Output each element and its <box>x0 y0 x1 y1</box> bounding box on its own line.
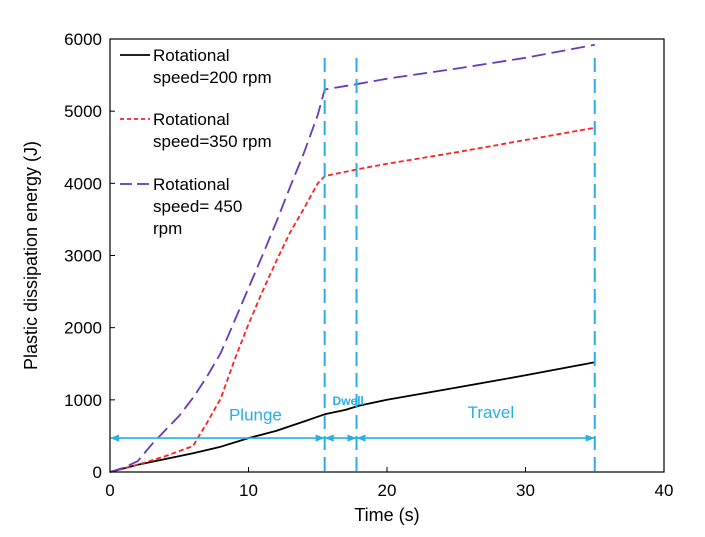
axis-ticks: 0 10 20 30 40 0 1000 2000 3000 4000 5000 6000 <box>64 30 673 500</box>
legend-label-3: Rotational <box>153 175 230 194</box>
plot-frame <box>109 38 665 473</box>
series-line-1 <box>109 361 595 473</box>
x-tick-label: 10 <box>239 481 258 500</box>
y-tick-label: 2000 <box>64 319 102 338</box>
phase-label-dwell: Dwell <box>333 394 364 408</box>
y-tick-label: 0 <box>93 463 102 482</box>
x-axis-title: Time (s) <box>354 505 419 525</box>
series-line-2 <box>109 126 595 473</box>
phase-label-travel: Travel <box>468 403 515 422</box>
phase-markers: Plunge Dwell Travel <box>110 58 596 472</box>
x-tick-label: 0 <box>105 481 114 500</box>
legend-label-1: speed=200 rpm <box>153 68 272 87</box>
legend-label-3: rpm <box>153 219 182 238</box>
x-tick-label: 40 <box>655 481 674 500</box>
legend-label-2: speed=350 rpm <box>153 132 272 151</box>
x-tick-label: 30 <box>516 481 535 500</box>
y-axis-title: Plastic dissipation energy (J) <box>21 141 41 370</box>
legend-label-3: speed= 450 <box>153 197 242 216</box>
legend: Rotational speed=200 rpm Rotational speed=3… <box>120 46 272 238</box>
legend-label-2: Rotational <box>153 110 230 129</box>
legend-label-1: Rotational <box>153 46 230 65</box>
x-tick-label: 20 <box>378 481 397 500</box>
y-tick-label: 3000 <box>64 247 102 266</box>
y-tick-label: 5000 <box>64 102 102 121</box>
y-tick-label: 6000 <box>64 30 102 49</box>
phase-label-plunge: Plunge <box>229 405 282 424</box>
y-tick-label: 1000 <box>64 391 102 410</box>
y-tick-label: 4000 <box>64 174 102 193</box>
